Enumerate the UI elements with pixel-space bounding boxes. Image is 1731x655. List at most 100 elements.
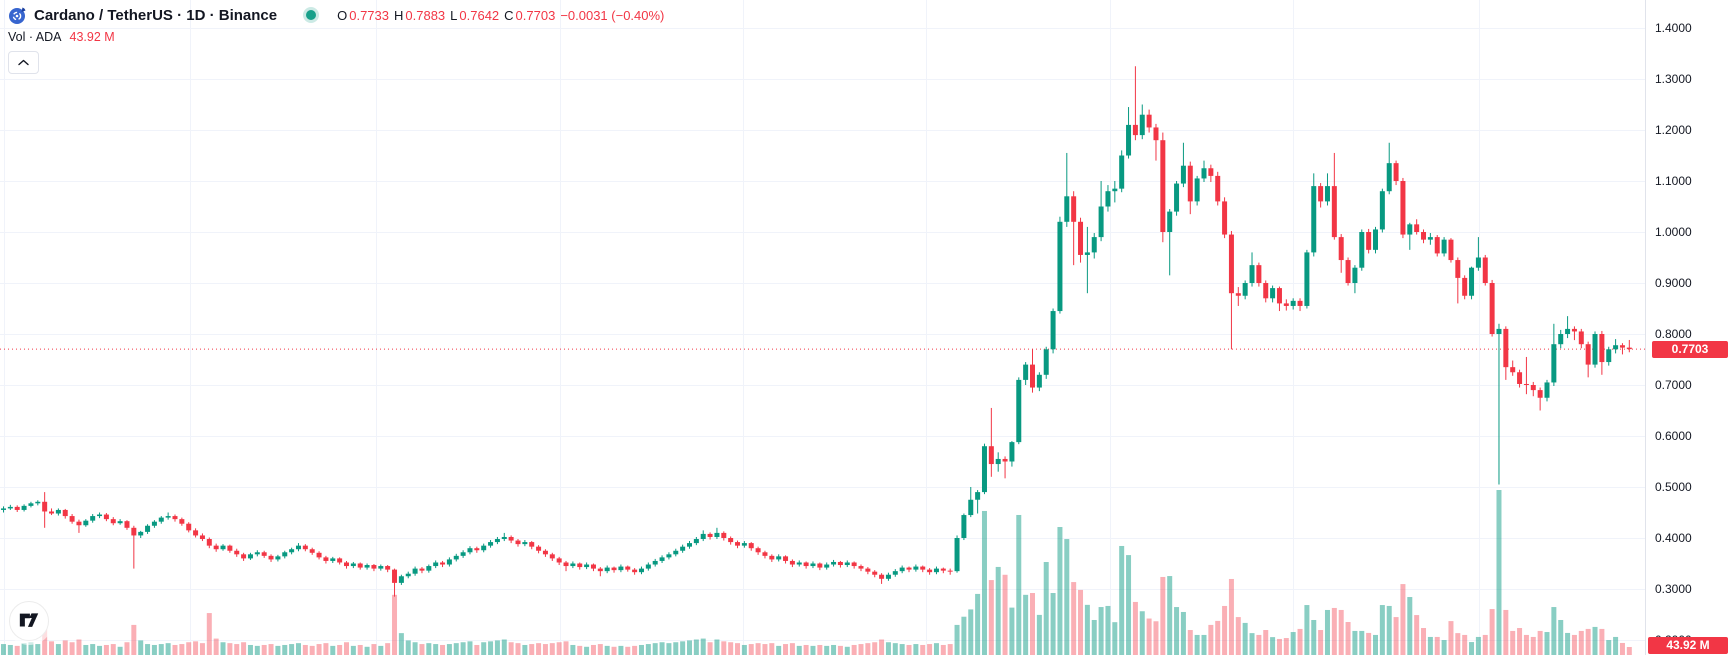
candle-body [1160, 140, 1166, 232]
volume-bar [488, 641, 494, 655]
volume-bar [501, 639, 507, 655]
volume-bar [1276, 638, 1282, 655]
candle-body [776, 556, 782, 560]
volume-bar [117, 646, 123, 655]
volume-bar [1064, 539, 1070, 655]
candlestick-chart-canvas[interactable] [0, 0, 1646, 655]
volume-bar [961, 616, 967, 655]
collapse-pane-button[interactable] [8, 51, 39, 74]
volume-bar [940, 644, 946, 655]
volume-bar [872, 642, 878, 655]
candle-body [1023, 364, 1029, 380]
volume-bar [55, 644, 61, 655]
candle-body [597, 568, 603, 572]
volume-bar [659, 642, 665, 655]
volume-bar [1222, 605, 1228, 655]
volume-bar [392, 594, 398, 655]
volume-bar [1030, 593, 1035, 655]
volume-bar [810, 645, 816, 655]
volume-bar [1023, 594, 1029, 655]
candle-body [1119, 155, 1125, 189]
candle-body [604, 567, 610, 572]
high-label: H [394, 7, 404, 23]
candle-body [1215, 175, 1221, 202]
volume-bar [899, 644, 905, 655]
volume-bar [179, 644, 185, 655]
volume-bar [556, 642, 562, 655]
candle-body [1050, 311, 1056, 350]
candle-body [783, 556, 789, 561]
candle-body [158, 517, 164, 522]
volume-bar [282, 644, 288, 655]
candle-body [1194, 178, 1200, 202]
candle-body [1393, 163, 1399, 181]
candle-body [940, 568, 946, 571]
candle-body [1544, 382, 1550, 398]
candle-body [947, 570, 953, 572]
volume-bar [1016, 514, 1022, 655]
volume-bar [1352, 630, 1358, 655]
tradingview-watermark[interactable] [9, 601, 49, 641]
volume-bar [1201, 634, 1207, 655]
volume-bar [446, 644, 452, 655]
volume-bar [1544, 632, 1550, 655]
volume-bar [1523, 634, 1529, 655]
volume-bar [879, 639, 885, 655]
candle-body [460, 552, 466, 556]
candle-body [1043, 349, 1049, 375]
volume-bar [892, 643, 898, 655]
candle-body [1366, 232, 1372, 250]
candle-body [549, 554, 555, 559]
candle-body [542, 550, 548, 555]
volume-bar [645, 644, 651, 655]
volume-bar [1187, 630, 1193, 655]
volume-bar [69, 642, 75, 655]
volume-bar [460, 642, 466, 655]
volume-bar [632, 645, 638, 655]
candle-body [467, 548, 473, 553]
volume-bar [35, 644, 41, 655]
candle-body [1475, 257, 1481, 268]
candle-body [1249, 265, 1255, 283]
volume-bar [350, 645, 356, 655]
candle-body [55, 509, 61, 514]
candle-body [1167, 211, 1173, 232]
symbol-title[interactable]: Cardano / TetherUS · 1D · Binance [34, 6, 278, 24]
candle-body [1290, 300, 1296, 306]
volume-bar [1626, 646, 1632, 655]
candle-body [975, 492, 981, 500]
volume-bar [1613, 636, 1619, 655]
volume-bar [371, 644, 377, 655]
price-axis[interactable]: 0.20000.30000.40000.50000.60000.70000.80… [1645, 0, 1731, 655]
volume-bar [1132, 601, 1138, 655]
candle-body [673, 550, 679, 555]
volume-bar [927, 644, 933, 655]
candle-body [1270, 288, 1276, 299]
volume-bar [570, 644, 576, 655]
market-status-icon[interactable] [306, 10, 317, 20]
volume-bar [1270, 637, 1276, 655]
candle-body [316, 552, 322, 558]
candle-body [62, 509, 68, 517]
volume-bar [241, 642, 247, 655]
volume-bar [227, 643, 233, 655]
volume-bar [1, 644, 6, 655]
volume-bar [508, 642, 514, 655]
volume-bar [947, 644, 953, 655]
candle-body [1091, 237, 1097, 253]
volume-bar [796, 645, 802, 655]
candle-body [1228, 234, 1234, 294]
volume-bar [494, 640, 500, 655]
candle-body [1057, 221, 1063, 312]
candle-body [151, 521, 157, 526]
volume-bar [1160, 576, 1166, 655]
candle-body [247, 554, 253, 559]
candle-body [1263, 283, 1269, 299]
candle-body [1386, 163, 1392, 192]
volume-bar [542, 644, 548, 655]
volume-bar [741, 644, 747, 655]
volume-bar [90, 644, 96, 655]
candle-body [1256, 265, 1262, 283]
volume-bar [755, 643, 761, 655]
